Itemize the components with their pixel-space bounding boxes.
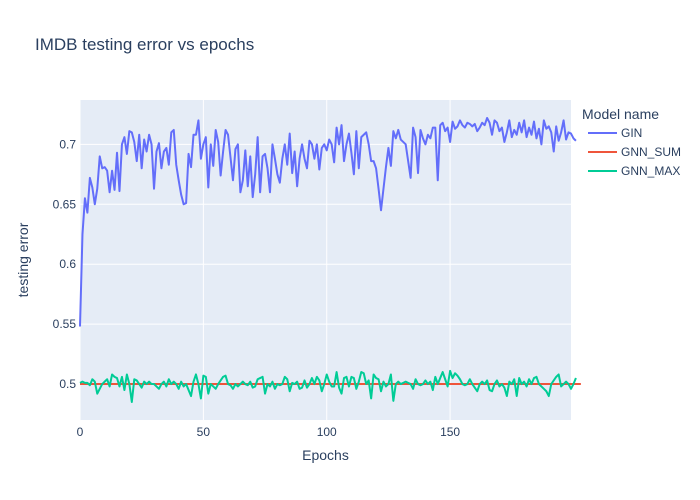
legend-label: GNN_SUM bbox=[621, 145, 681, 159]
legend-label: GIN bbox=[621, 126, 642, 140]
y-tick-label: 0.5 bbox=[59, 377, 76, 391]
plot-area bbox=[79, 100, 581, 420]
x-axis-ticks: 0 50 100 150 bbox=[77, 425, 461, 439]
legend-items: GIN GNN_SUM GNN_MAX bbox=[588, 126, 681, 178]
legend: Model name GIN GNN_SUM GNN_MAX bbox=[582, 106, 681, 178]
plot-background bbox=[80, 100, 571, 420]
legend-title: Model name bbox=[582, 106, 659, 122]
x-tick-label: 150 bbox=[440, 425, 460, 439]
y-tick-label: 0.6 bbox=[59, 257, 76, 271]
x-tick-label: 0 bbox=[77, 425, 84, 439]
x-axis-title: Epochs bbox=[302, 447, 349, 463]
legend-item-gnn-max[interactable]: GNN_MAX bbox=[588, 164, 680, 178]
y-tick-label: 0.65 bbox=[53, 197, 77, 211]
legend-label: GNN_MAX bbox=[621, 164, 680, 178]
y-tick-label: 0.7 bbox=[59, 137, 76, 151]
y-tick-label: 0.55 bbox=[53, 317, 77, 331]
series-line-gin bbox=[79, 116, 577, 327]
x-tick-label: 100 bbox=[317, 425, 337, 439]
series-lines bbox=[79, 116, 581, 404]
chart-title: IMDB testing error vs epochs bbox=[35, 35, 254, 54]
x-tick-label: 50 bbox=[197, 425, 211, 439]
series-line-gnn-max bbox=[79, 369, 577, 404]
y-axis-title: testing error bbox=[15, 222, 31, 297]
legend-item-gin[interactable]: GIN bbox=[588, 126, 642, 140]
legend-item-gnn-sum[interactable]: GNN_SUM bbox=[588, 145, 681, 159]
y-axis-ticks: 0.5 0.55 0.6 0.65 0.7 bbox=[53, 137, 77, 391]
